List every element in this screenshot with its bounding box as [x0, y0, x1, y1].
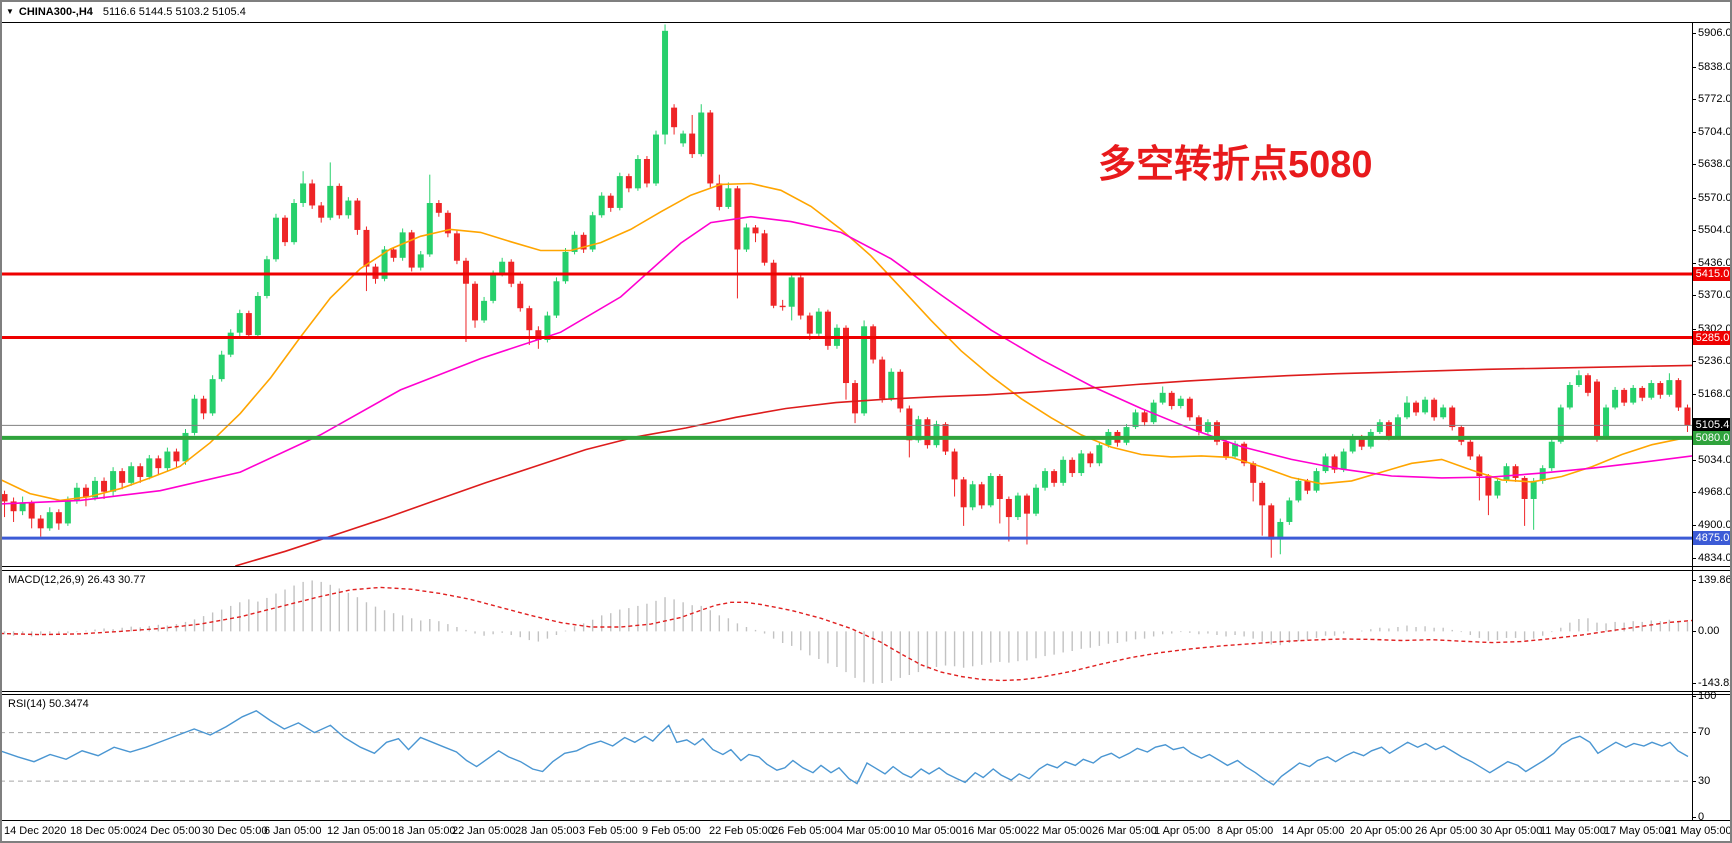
- ma-line-magenta: [0, 215, 1692, 505]
- symbol-header: ▼ CHINA300-,H4 5116.6 5144.5 5103.2 5105.4: [6, 4, 246, 20]
- price-line-label-5080.0[interactable]: 5080.0: [1693, 430, 1732, 445]
- main-price-pane[interactable]: [0, 23, 1692, 566]
- time-tick-label: 21 May 05:00: [1665, 825, 1732, 837]
- axis-tick-label: 139.86: [1692, 574, 1732, 587]
- candlestick-series: [1, 24, 1691, 558]
- macd-pane[interactable]: [0, 571, 1692, 691]
- axis-tick-label: 30: [1692, 775, 1732, 788]
- time-tick-label: 18 Dec 05:00: [70, 825, 136, 837]
- time-tick-label: 14 Apr 05:00: [1282, 825, 1345, 837]
- axis-tick-label: 5168.0: [1692, 388, 1732, 401]
- time-tick-label: 28 Jan 05:00: [515, 825, 579, 837]
- pane-divider[interactable]: [0, 694, 1732, 695]
- price-line-label-4875.0[interactable]: 4875.0: [1693, 531, 1732, 546]
- symbol-title: CHINA300-,H4: [18, 6, 93, 18]
- pane-divider: [0, 691, 1732, 692]
- time-tick-label: 30 Apr 05:00: [1480, 825, 1543, 837]
- axis-tick-label: 4834.0: [1692, 552, 1732, 565]
- pane-divider[interactable]: [0, 570, 1732, 571]
- axis-tick-label: 5370.0: [1692, 289, 1732, 302]
- time-tick-label: 14 Dec 2020: [4, 825, 67, 837]
- macd-indicator-label: MACD(12,26,9) 26.43 30.77: [8, 574, 146, 586]
- time-axis[interactable]: 14 Dec 2020 18 Dec 05:00 24 Dec 05:00 30 De…: [0, 821, 1732, 843]
- time-tick-label: 3 Feb 05:00: [579, 825, 638, 837]
- time-tick-label: 1 Apr 05:00: [1154, 825, 1211, 837]
- time-tick-label: 12 Jan 05:00: [327, 825, 391, 837]
- axis-tick-label: 5638.0: [1692, 158, 1732, 171]
- axis-tick-label: 5570.0: [1692, 192, 1732, 205]
- time-tick-label: 26 Apr 05:00: [1415, 825, 1478, 837]
- pane-divider: [0, 820, 1732, 821]
- axis-tick-label: 5034.0: [1692, 454, 1732, 467]
- axis-tick-label: 5236.0: [1692, 355, 1732, 368]
- axis-tick-label: 5772.0: [1692, 93, 1732, 106]
- time-tick-label: 26 Mar 05:00: [1092, 825, 1157, 837]
- time-tick-label: 11 May 05:00: [1540, 825, 1606, 837]
- time-tick-label: 10 Mar 05:00: [897, 825, 962, 837]
- axis-tick-label: -143.82: [1692, 677, 1732, 690]
- time-tick-label: 30 Dec 05:00: [202, 825, 268, 837]
- price-line-label-5285.0[interactable]: 5285.0: [1693, 330, 1732, 345]
- axis-tick-label: 5504.0: [1692, 224, 1732, 237]
- time-tick-label: 9 Feb 05:00: [642, 825, 701, 837]
- axis-tick-label: 0.00: [1692, 625, 1732, 638]
- axis-tick-label: 4900.0: [1692, 519, 1732, 532]
- axis-tick-label: 5838.0: [1692, 61, 1732, 74]
- time-tick-label: 6 Jan 05:00: [264, 825, 322, 837]
- time-tick-label: 22 Feb 05:00: [709, 825, 774, 837]
- chevron-down-icon[interactable]: ▼: [6, 7, 14, 16]
- price-line-label-5105.4[interactable]: 5105.4: [1693, 418, 1732, 433]
- time-tick-label: 20 Apr 05:00: [1350, 825, 1413, 837]
- time-tick-label: 22 Mar 05:00: [1027, 825, 1092, 837]
- time-tick-label: 26 Feb 05:00: [772, 825, 837, 837]
- axis-tick-label: 5704.0: [1692, 126, 1732, 139]
- macd-signal-line: [0, 586, 1692, 682]
- pane-divider: [0, 22, 1732, 23]
- axis-tick-label: 0: [1692, 811, 1732, 824]
- time-tick-label: 17 May 05:00: [1604, 825, 1671, 837]
- price-line-label-5415.0[interactable]: 5415.0: [1693, 266, 1732, 281]
- ma-line-orange: [0, 182, 1692, 502]
- macd-histogram: [3, 580, 1689, 684]
- time-tick-label: 22 Jan 05:00: [452, 825, 516, 837]
- axis-tick-label: 70: [1692, 726, 1732, 739]
- time-tick-label: 24 Dec 05:00: [135, 825, 201, 837]
- ohlc-values: 5116.6 5144.5 5103.2 5105.4: [102, 6, 246, 18]
- axis-tick-label: 5906.0: [1692, 27, 1732, 40]
- time-tick-label: 16 Mar 05:00: [962, 825, 1027, 837]
- axis-tick-label: 4968.0: [1692, 486, 1732, 499]
- time-tick-label: 4 Mar 05:00: [837, 825, 896, 837]
- rsi-line: [0, 710, 1689, 786]
- time-tick-label: 18 Jan 05:00: [392, 825, 456, 837]
- rsi-pane[interactable]: [0, 695, 1692, 820]
- rsi-indicator-label: RSI(14) 50.3474: [8, 698, 89, 710]
- price-axis-border: [1692, 22, 1693, 820]
- chart-annotation: 多空转折点5080: [1098, 144, 1373, 186]
- ma-line-red: [235, 364, 1692, 566]
- axis-tick-label: 5436.0: [1692, 257, 1732, 270]
- time-tick-label: 8 Apr 05:00: [1217, 825, 1274, 837]
- pane-divider: [0, 566, 1732, 567]
- axis-tick-label: 100: [1692, 690, 1732, 703]
